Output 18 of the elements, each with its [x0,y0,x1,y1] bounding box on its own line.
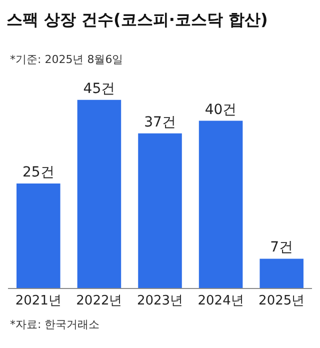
bar [138,133,182,288]
x-tick-label: 2022년 [76,294,122,309]
x-tick-label: 2025년 [258,294,305,309]
x-tick-label: 2023년 [136,294,184,309]
data-label: 37건 [144,114,176,130]
bar [260,258,304,288]
chart-title: 스팩 상장 건수(코스피·코스닥 합산) [6,10,268,30]
bar [198,120,243,288]
x-tick-label: 2021년 [15,294,62,309]
bar [16,184,60,288]
data-label: 40건 [204,102,237,118]
text: *자료: 한국거래소 [10,318,100,331]
data-label: 45건 [83,80,116,97]
data-label: 25건 [22,164,54,180]
x-tick-label: 2024년 [198,294,244,309]
data-label: 7건 [270,240,294,256]
bar [77,100,122,288]
chart-subtitle: *기준: 2025년 8월6일 [10,53,124,66]
